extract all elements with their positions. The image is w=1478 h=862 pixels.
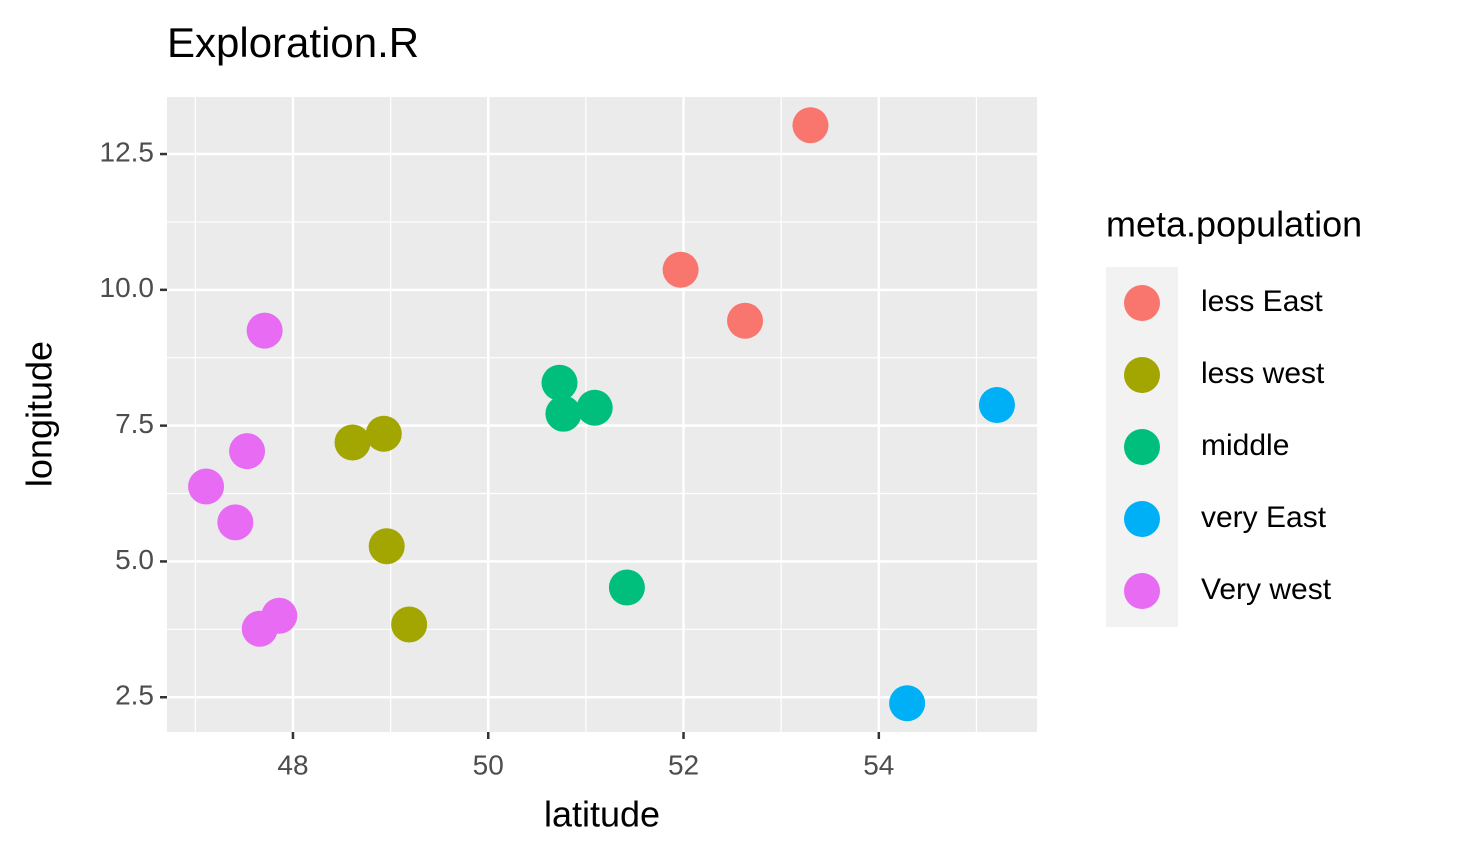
legend-key xyxy=(1124,501,1160,537)
point xyxy=(978,386,1015,423)
point xyxy=(662,251,699,288)
point xyxy=(246,312,283,349)
legend-label: very East xyxy=(1201,501,1327,534)
point xyxy=(229,433,266,470)
point xyxy=(608,569,645,606)
x-axis-title: latitude xyxy=(544,794,660,835)
legend-label: less west xyxy=(1201,357,1325,390)
point xyxy=(889,685,926,722)
point xyxy=(368,528,405,565)
point xyxy=(365,415,402,452)
x-tick-label: 54 xyxy=(863,749,894,780)
chart-title: Exploration.R xyxy=(167,19,419,66)
point xyxy=(576,389,613,426)
legend-key xyxy=(1124,429,1160,465)
point xyxy=(391,606,428,643)
legend-label: middle xyxy=(1201,429,1289,462)
legend-key xyxy=(1124,285,1160,321)
y-tick-label: 10.0 xyxy=(100,272,155,303)
y-tick-label: 12.5 xyxy=(100,136,155,167)
legend-key xyxy=(1124,357,1160,393)
y-axis-title: longitude xyxy=(19,341,60,487)
legend-title: meta.population xyxy=(1106,204,1362,245)
point xyxy=(727,302,764,339)
x-tick-label: 50 xyxy=(473,749,504,780)
legend-key xyxy=(1124,573,1160,609)
point xyxy=(188,468,225,505)
point xyxy=(545,395,582,432)
point xyxy=(792,107,829,144)
point xyxy=(541,364,578,401)
legend-label: Very west xyxy=(1201,573,1332,606)
y-tick-label: 5.0 xyxy=(115,544,154,575)
legend-label: less East xyxy=(1201,285,1323,318)
x-tick-label: 48 xyxy=(277,749,308,780)
y-tick-label: 2.5 xyxy=(115,680,154,711)
point xyxy=(334,424,371,461)
point xyxy=(217,504,254,541)
y-tick-label: 7.5 xyxy=(115,408,154,439)
point xyxy=(241,610,278,647)
x-tick-label: 52 xyxy=(668,749,699,780)
